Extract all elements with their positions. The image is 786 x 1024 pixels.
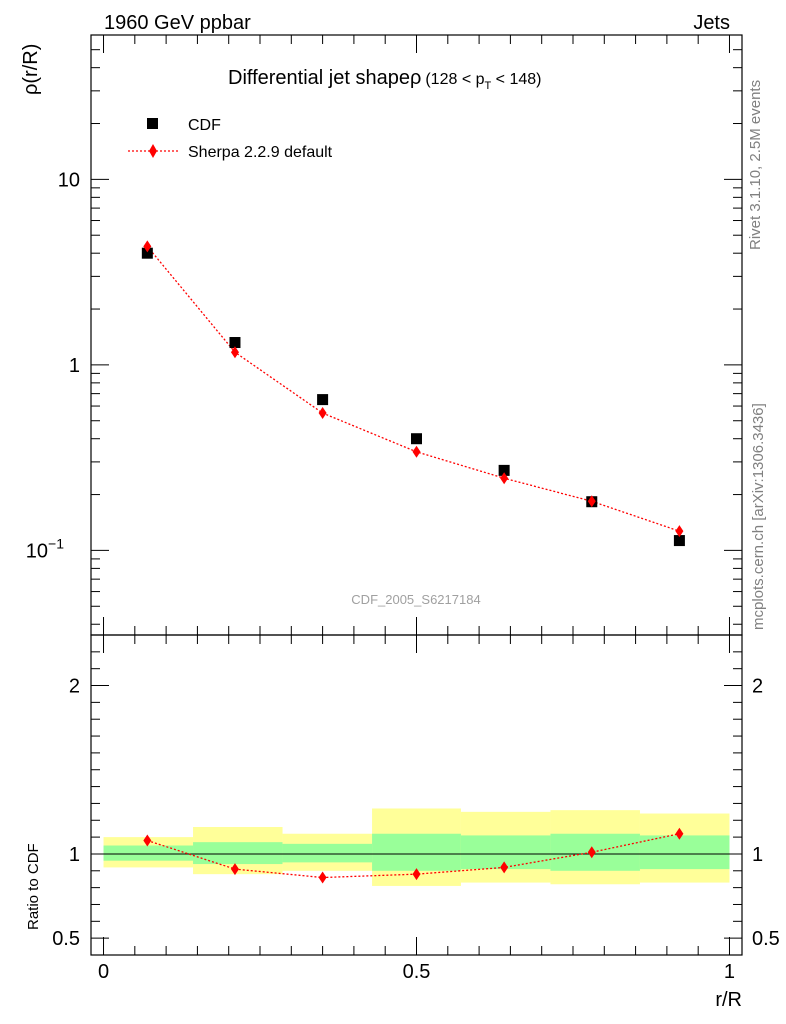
sherpa-line — [146, 246, 680, 532]
y-tick-label: 1 — [69, 355, 80, 377]
sherpa-point — [500, 472, 509, 485]
ratio-plot-frame — [90, 634, 743, 956]
cdf-point — [498, 464, 510, 476]
ratio-band-inner — [460, 835, 551, 870]
side-site-label: mcplots.cern.ch [arXiv:1306.3436] — [750, 403, 767, 630]
ratio-band-inner — [193, 842, 283, 865]
y-tick-label-exponent: −1 — [48, 535, 64, 551]
ratio-tick-label-right: 0.5 — [752, 928, 780, 950]
y-tick-label-base: 10 — [26, 540, 48, 562]
chart-title: Differential jet shapeρ (128 < pT < 148) — [228, 67, 542, 92]
main-series-layer — [141, 240, 685, 547]
ratio-band-inner — [282, 843, 373, 863]
ratio-axis-label: Ratio to CDF — [25, 843, 42, 930]
cdf-point — [141, 247, 153, 259]
legend: CDF Sherpa 2.2.9 default — [128, 117, 333, 161]
ratio-point — [412, 868, 421, 881]
ratio-point — [500, 861, 509, 874]
ratio-tick-label: 0.5 — [52, 928, 80, 950]
y-tick-label: 10 — [58, 169, 80, 191]
legend-cdf-label: CDF — [188, 117, 221, 134]
ratio-point — [230, 863, 239, 876]
cdf-point — [411, 433, 422, 445]
legend-sherpa-label: Sherpa 2.2.9 default — [188, 144, 333, 161]
header-left: 1960 GeV ppbar — [104, 12, 251, 34]
x-tick-label: 0.5 — [403, 961, 431, 983]
chart-title-main: Differential jet shapeρ — [228, 67, 421, 89]
analysis-label: CDF_2005_S6217184 — [351, 592, 480, 607]
sherpa-point — [318, 407, 327, 420]
sherpa-point — [143, 240, 152, 253]
x-axis-label: r/R — [715, 989, 742, 1011]
ratio-band-inner — [103, 845, 194, 861]
cdf-point — [673, 535, 685, 547]
sherpa-point — [675, 525, 684, 538]
ratio-bands-layer — [103, 808, 730, 886]
ratio-point — [318, 871, 327, 884]
chart-title-cut-sub: T — [485, 80, 492, 92]
ratio-series-layer — [143, 827, 684, 884]
legend-sherpa-marker — [149, 144, 157, 158]
y-tick-label: 10−1 — [26, 535, 64, 562]
y-axis-label: ρ(r/R) — [20, 44, 42, 95]
x-tick-label: 1 — [724, 961, 735, 983]
ratio-point — [587, 846, 596, 859]
ratio-axis-ticks: 2 2 1 1 0.5 0.5 — [52, 635, 780, 955]
x-tick-label: 0 — [98, 961, 109, 983]
ratio-tick-label: 1 — [69, 844, 80, 866]
sherpa-point — [587, 495, 596, 508]
ratio-point — [143, 834, 152, 847]
ratio-tick-label-right: 2 — [752, 676, 763, 698]
legend-cdf-marker — [147, 118, 158, 129]
ratio-tick-label: 2 — [69, 676, 80, 698]
ratio-tick-label-right: 1 — [752, 844, 763, 866]
cdf-point — [317, 394, 329, 406]
sherpa-point — [230, 346, 239, 359]
chart-title-cut: (128 < p — [425, 71, 484, 88]
x-tick-labels: 0 0.5 1 — [98, 961, 735, 983]
ratio-point — [675, 827, 684, 840]
header-right: Jets — [693, 12, 730, 34]
ratio-band-inner — [372, 833, 461, 871]
cdf-point — [229, 337, 241, 349]
sherpa-point — [412, 445, 421, 458]
ratio-band-inner — [639, 835, 730, 870]
chart-title-cut-suffix: < 148) — [491, 71, 541, 88]
side-version-label: Rivet 3.1.10, 2.5M events — [747, 80, 764, 250]
